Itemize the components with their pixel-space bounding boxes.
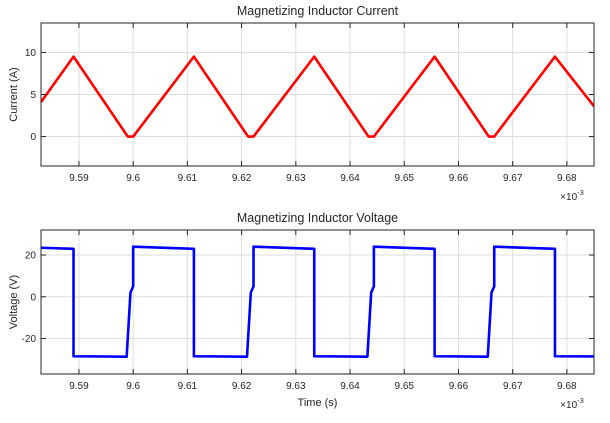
voltage-axes: 9.59 9.6 9.61 9.62 9.63 9.64 9.65 9.66 9.67 9.68 -… (8, 211, 595, 411)
current-x-tick-label: 9.67 (503, 173, 523, 184)
voltage-x-tick-label: 9.6 (126, 381, 140, 392)
current-x-tick-label: 9.61 (178, 173, 198, 184)
current-chart-title: Magnetizing Inductor Current (237, 4, 399, 18)
voltage-y-tick-label: 0 (30, 292, 36, 303)
current-x-tick-label: 9.59 (69, 173, 89, 184)
voltage-x-tick-label: 9.61 (178, 381, 198, 392)
voltage-plot-area (41, 230, 594, 374)
voltage-chart-title: Magnetizing Inductor Voltage (237, 211, 398, 225)
current-x-tick-label: 9.64 (340, 173, 360, 184)
voltage-x-tick-label: 9.67 (503, 381, 523, 392)
current-axes: 9.59 9.6 9.61 9.62 9.63 9.64 9.65 9.66 9.67 9.68 0… (8, 4, 595, 203)
voltage-axes-box (40, 229, 595, 375)
current-y-tick-label: 10 (25, 48, 37, 59)
voltage-x-exponent-label: ×10-3 (560, 396, 584, 411)
current-x-tick-label: 9.65 (395, 173, 415, 184)
voltage-x-tick-label: 9.62 (232, 381, 252, 392)
current-x-tick-label: 9.62 (232, 173, 252, 184)
current-y-tick-label: 5 (30, 90, 36, 101)
voltage-x-tick-label: 9.63 (286, 381, 306, 392)
voltage-y-tick-label: -20 (22, 334, 37, 345)
current-series-line (41, 55, 594, 138)
voltage-x-tick-label: 9.66 (449, 381, 469, 392)
voltage-x-tick-label: 9.65 (395, 381, 415, 392)
current-y-tick-label: 0 (30, 132, 36, 143)
current-x-tick-label: 9.68 (557, 173, 577, 184)
voltage-series-line (41, 245, 594, 358)
voltage-y-axis-label: Voltage (V) (8, 275, 20, 329)
voltage-x-tick-label: 9.59 (69, 381, 89, 392)
current-x-tick-label: 9.66 (449, 173, 469, 184)
voltage-y-tick-label: 20 (25, 251, 37, 262)
voltage-x-tick-label: 9.68 (557, 381, 577, 392)
current-y-axis-label: Current (A) (8, 67, 20, 121)
voltage-x-tick-label: 9.64 (340, 381, 360, 392)
voltage-x-axis-label: Time (s) (298, 397, 338, 409)
current-x-tick-label: 9.6 (126, 173, 140, 184)
current-x-exponent-label: ×10-3 (560, 188, 584, 203)
current-x-tick-label: 9.63 (286, 173, 306, 184)
